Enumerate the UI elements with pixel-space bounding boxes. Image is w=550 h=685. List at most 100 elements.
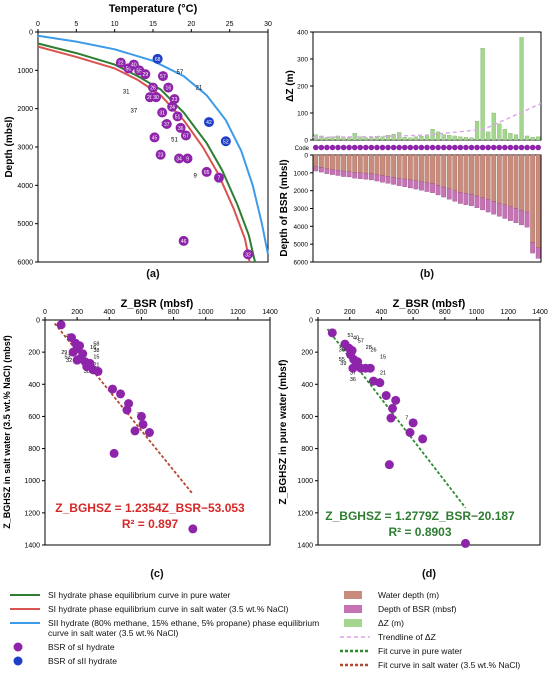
b-code-dot [502, 144, 508, 151]
b-code-dot [474, 144, 480, 151]
b-bsr-depth-bar [402, 178, 408, 187]
b-bsr-depth-bar [524, 211, 530, 228]
d-point-label: 57 [358, 339, 364, 345]
legend-box [344, 591, 362, 599]
d-point-label: 7 [405, 416, 408, 422]
b-top-tick-label: 200 [297, 84, 308, 91]
panel-a-frame [37, 31, 269, 263]
a-bsr-point: 37 [161, 119, 172, 129]
b-bsr-depth-bar [380, 175, 385, 183]
b-bsr-depth-bar [502, 204, 508, 219]
legend-text: Water depth (m) [378, 590, 440, 600]
legend-text: ΔZ (m) [378, 618, 404, 628]
panel-b-top-ticks: 0 100 200 300 400 [297, 30, 313, 145]
b-code-dot [468, 144, 475, 151]
b-delta-z-bar [358, 136, 363, 141]
a-point-id: 16 [166, 86, 172, 92]
a-point-marker [157, 71, 168, 82]
b-delta-z-bar [508, 133, 513, 141]
panel-c-y-ticks: 0 200 400 600 800 1000 1200 1400 [24, 318, 45, 550]
a-point-marker [152, 53, 163, 64]
a-point-id: 9 [186, 157, 189, 163]
a-callout-label: 51 [171, 137, 178, 143]
a-bsr-point: 32 [243, 249, 254, 260]
b-delta-z-bar [324, 137, 329, 141]
a-ytick-label: 4000 [17, 183, 33, 190]
b-bsr-depth-bar [385, 176, 391, 184]
a-bsr-point: 57 [157, 71, 168, 82]
c-bsr-point [72, 355, 82, 365]
a-bsr-point: 23 [169, 94, 180, 105]
d-ytick-label: 600 [301, 414, 313, 421]
c-xtick-label: 1400 [262, 309, 278, 316]
b-bsr-depth-bar [341, 170, 346, 177]
a-point-marker [174, 153, 185, 164]
d-ytick-label: 400 [301, 382, 313, 389]
b-bsr-depth-bar [463, 193, 469, 205]
panel-a-y-title: Depth (mbsl) [4, 116, 15, 177]
a-point-id: 68 [155, 57, 161, 63]
c-point-label: 15 [93, 355, 99, 361]
b-code-dot [446, 144, 453, 151]
a-xtick-label: 5 [74, 21, 78, 28]
b-delta-z-bar [436, 131, 441, 141]
a-point-id: 32 [245, 252, 251, 258]
legend-text: Fit curve in pure water [378, 646, 463, 656]
b-code-dot [313, 144, 319, 151]
a-point-id: 55 [136, 68, 142, 74]
a-bsr-point: 36 [175, 122, 186, 133]
panel-b-trendline [312, 102, 542, 138]
c-xtick-label: 1200 [230, 309, 246, 316]
panel-c-x-ticks: 0 200 400 600 800 1000 1200 1400 [43, 309, 278, 320]
a-point-id: 52 [223, 139, 229, 145]
b-water-depth-bar [385, 154, 391, 177]
b-code-dot [324, 144, 330, 151]
b-water-depth-bar [519, 154, 524, 211]
legend-item: Fit curve in salt water (3.5 wt.% NaCl) [340, 660, 545, 670]
b-bsr-depth-bar [413, 180, 419, 190]
b-code-dot [318, 144, 325, 151]
legend-text: SI hydrate phase equilibrium curve in pu… [48, 590, 231, 600]
d-ytick-label: 800 [301, 446, 313, 453]
b-code-dot [490, 144, 497, 151]
d-point-label: 51 [347, 333, 353, 339]
b-code-dot [518, 144, 525, 151]
a-point-id: 50 [126, 66, 132, 72]
c-bsr-point [108, 384, 117, 394]
panel-a-x-title: Temperature (°C) [109, 3, 198, 15]
c-bsr-point [85, 358, 95, 368]
legend-dot [13, 656, 23, 666]
d-xtick-label: 600 [407, 309, 419, 316]
a-point-id: 23 [172, 97, 178, 103]
a-point-marker [201, 166, 212, 177]
a-bsr-point: 67 [180, 130, 191, 141]
b-bsr-depth-bar [485, 199, 491, 213]
b-code-dot [413, 144, 419, 151]
b-water-depth-bar [396, 154, 402, 179]
a-point-marker [157, 107, 168, 118]
c-point-label: 30 [84, 369, 90, 375]
b-bsr-depth-bar [424, 182, 430, 192]
d-ytick-label: 1000 [297, 478, 313, 485]
a-point-id: 51 [175, 114, 181, 120]
b-code-dot [535, 144, 541, 151]
panel-b-bottom-y-title: Depth of BSR (mbsl) [279, 159, 290, 256]
a-point-id: 29 [143, 72, 149, 78]
legend-item: ΔZ (m) [340, 618, 545, 628]
figure-canvas: Temperature (°C) Depth (mbsl) 0 5 10 15 20 25… [2, 3, 548, 550]
d-bsr-point [348, 363, 358, 373]
a-bsr-point: 16 [163, 82, 174, 93]
a-point-marker [213, 172, 224, 183]
c-bsr-point [130, 426, 140, 436]
b-water-depth-bar [380, 154, 385, 176]
legend-swatch [344, 619, 362, 627]
a-xtick-label: 25 [226, 21, 234, 28]
legend-dot [13, 642, 23, 652]
legend-item: BSR of sI hydrate [10, 642, 320, 652]
b-code-dot [407, 144, 414, 151]
b-bsr-depth-bar [346, 171, 352, 178]
legend-item: Trendline of ΔZ [340, 632, 545, 642]
b-delta-z-bar [380, 136, 385, 141]
